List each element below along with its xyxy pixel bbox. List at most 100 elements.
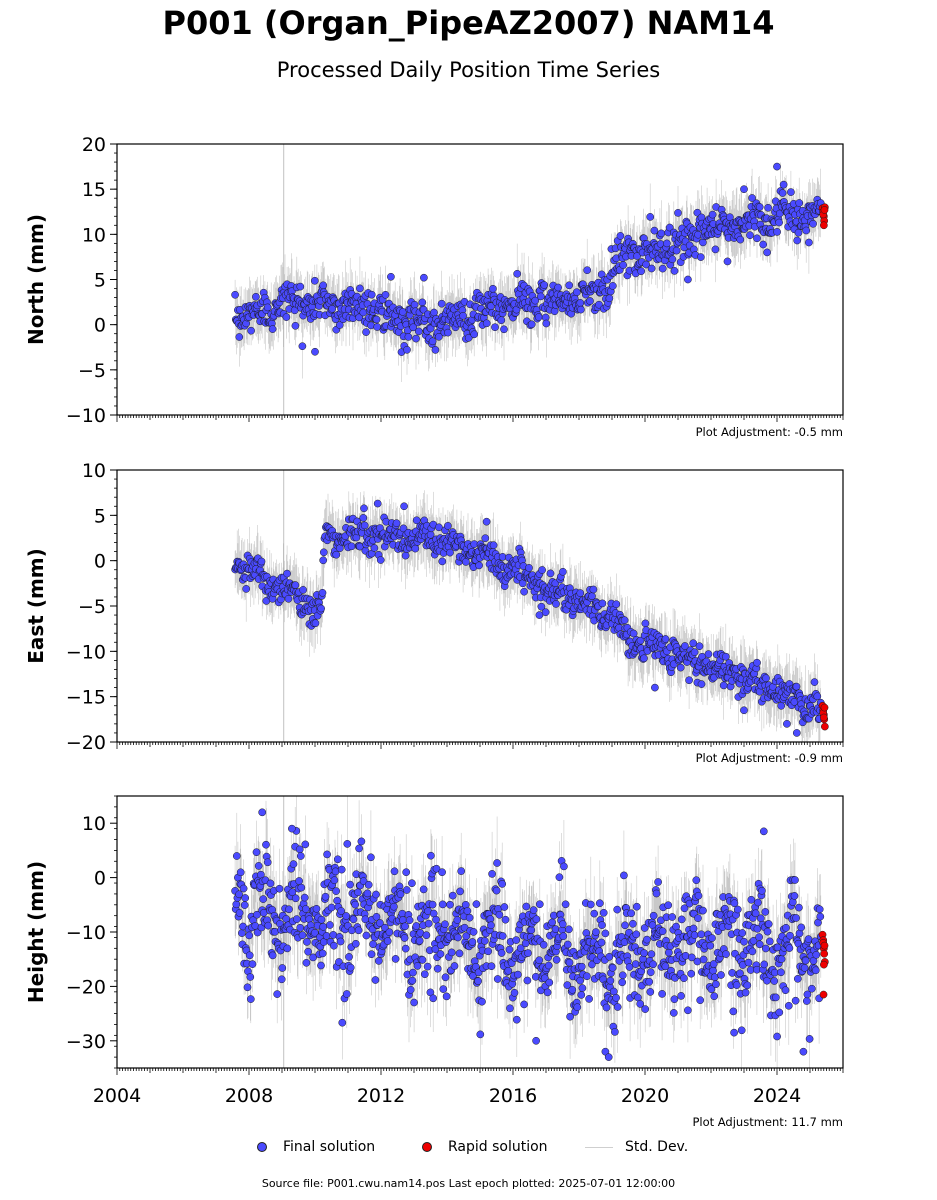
final-point [435, 523, 443, 532]
final-point [636, 636, 645, 645]
final-point [409, 323, 418, 332]
final-point [578, 984, 587, 992]
final-point [677, 992, 685, 1000]
final-point [646, 213, 655, 221]
final-point [753, 234, 761, 243]
final-point [616, 232, 625, 240]
final-point [696, 253, 705, 261]
final-point [755, 933, 763, 941]
final-point [444, 522, 452, 530]
final-point [390, 902, 398, 911]
panel-3: −30 −20 −10 0 10 2004 2008 2012 2016 2020 2024 Heig… [24, 795, 844, 1129]
final-point [804, 935, 813, 943]
final-point [777, 968, 785, 977]
final-point [501, 915, 510, 924]
final-point [295, 845, 304, 854]
final-point [431, 945, 440, 954]
final-point [450, 962, 459, 970]
final-point [791, 876, 799, 884]
plot-area [231, 796, 829, 1068]
final-point [532, 915, 541, 924]
final-point [755, 203, 764, 211]
final-point [554, 283, 562, 292]
final-point [558, 920, 567, 929]
final-point [619, 261, 628, 269]
final-point [706, 941, 715, 950]
final-point [722, 950, 730, 958]
final-point [565, 925, 573, 934]
final-point [640, 924, 649, 932]
x-tick-label: 2020 [621, 1085, 669, 1107]
final-point [758, 886, 766, 895]
final-point [759, 240, 768, 249]
final-point [809, 219, 817, 228]
axes-frame [116, 143, 844, 416]
final-point [664, 948, 673, 957]
final-point [601, 929, 610, 938]
final-point [527, 926, 536, 934]
y-tick-label: −30 [66, 1031, 106, 1053]
final-point [719, 681, 728, 690]
final-point [815, 905, 824, 914]
final-point [330, 941, 338, 950]
final-point [498, 932, 507, 940]
final-point [263, 303, 272, 312]
final-point [289, 860, 298, 868]
final-point [812, 950, 821, 959]
final-point [435, 332, 443, 341]
final-point [476, 1030, 485, 1039]
std-dev-bar [234, 162, 821, 382]
final-point [475, 561, 483, 570]
final-point [371, 976, 380, 984]
final-point [585, 995, 593, 1003]
final-point [692, 876, 701, 885]
final-point [775, 1008, 784, 1017]
final-point [263, 858, 272, 867]
final-point [605, 952, 614, 961]
final-point [753, 658, 761, 667]
y-axis-label: East (mm) [24, 548, 48, 664]
final-point [318, 949, 327, 958]
final-point [520, 1000, 528, 1009]
final-point [296, 282, 305, 291]
final-point [374, 957, 383, 965]
final-point [414, 327, 423, 336]
final-point [489, 541, 498, 550]
final-point [730, 1028, 738, 1037]
final-point [642, 260, 650, 269]
final-solution-series [231, 808, 825, 1061]
final-point [420, 273, 428, 282]
final-point [512, 1015, 521, 1024]
final-point [664, 901, 673, 910]
final-point [649, 911, 658, 920]
final-point [409, 968, 417, 977]
final-point [697, 680, 706, 688]
final-point [657, 229, 666, 238]
final-point [586, 900, 595, 909]
final-point [311, 347, 319, 356]
final-point [342, 990, 351, 998]
final-point [548, 918, 556, 927]
rapid-point [820, 703, 829, 712]
final-point [363, 889, 372, 898]
final-point [304, 947, 312, 956]
axes-frame [116, 469, 844, 743]
final-point [647, 264, 656, 273]
final-point [658, 927, 667, 936]
x-tick-label: 2016 [489, 1085, 537, 1107]
final-point [441, 973, 450, 982]
final-point [723, 257, 732, 266]
final-point [770, 977, 779, 985]
final-point [755, 940, 764, 949]
final-point [516, 944, 525, 953]
final-point [459, 311, 467, 320]
final-point [620, 616, 629, 625]
final-point [668, 255, 677, 264]
final-solution-series [231, 499, 825, 737]
final-point [563, 981, 572, 989]
final-point [247, 326, 255, 335]
final-point [245, 951, 254, 960]
page-title: P001 (Organ_PipeAZ2007) NAM14 [162, 4, 775, 42]
final-point [797, 923, 806, 932]
final-point [795, 199, 804, 207]
